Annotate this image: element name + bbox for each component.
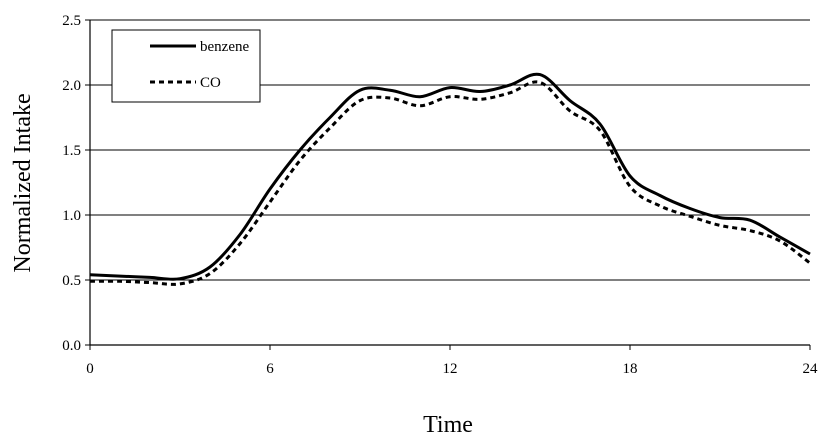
x-tick-label: 0 (86, 361, 94, 377)
y-tick-label: 0.5 (62, 273, 81, 289)
legend-label-co: CO (200, 75, 221, 91)
x-axis-title: Time (423, 412, 473, 438)
x-tick-label: 24 (803, 361, 819, 377)
series-line-benzene (89, 72, 811, 281)
x-tick-label: 6 (266, 361, 274, 377)
x-tick-labels: 0 6 12 18 24 (86, 361, 818, 377)
series-lines (89, 72, 811, 286)
y-tick-label: 2.5 (62, 13, 81, 29)
y-tick-labels: 0.0 0.5 1.0 1.5 2.0 2.5 (62, 13, 81, 354)
y-axis-title: Normalized Intake (10, 93, 36, 272)
axes (85, 19, 811, 350)
legend-label-benzene: benzene (200, 39, 249, 55)
legend-box (111, 29, 261, 103)
legend: benzene CO (111, 29, 261, 103)
x-tick-label: 12 (443, 361, 458, 377)
y-tick-label: 1.5 (62, 143, 81, 159)
series-line-co (89, 80, 811, 286)
y-tick-label: 1.0 (62, 208, 81, 224)
y-tick-label: 2.0 (62, 78, 81, 94)
x-tick-label: 18 (623, 361, 638, 377)
y-tick-label: 0.0 (62, 338, 81, 354)
